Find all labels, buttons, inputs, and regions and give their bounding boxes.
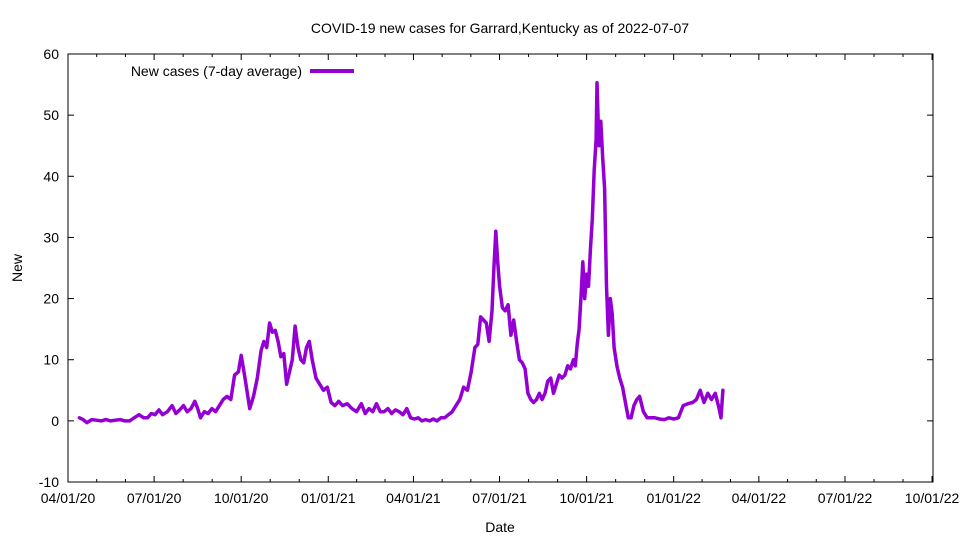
x-axis-tick-labels: 04/01/20 07/01/20 10/01/20 01/01/21 04/01/21…: [41, 490, 960, 506]
x-tick-label: 07/01/22: [818, 490, 873, 506]
legend: New cases (7-day average): [131, 63, 354, 79]
axis-ticks: [67, 53, 933, 483]
legend-label: New cases (7-day average): [131, 63, 302, 79]
x-tick-label: 10/01/21: [559, 490, 614, 506]
y-tick-label: 40: [43, 168, 59, 184]
series-line-new-cases: [77, 80, 725, 425]
x-tick-label: 04/01/22: [732, 490, 787, 506]
x-tick-label: 07/01/21: [472, 490, 527, 506]
chart-title: COVID-19 new cases for Garrard,Kentucky …: [311, 20, 689, 36]
x-tick-label: 07/01/20: [127, 490, 182, 506]
x-tick-label: 01/01/22: [646, 490, 701, 506]
y-tick-label: 10: [43, 352, 59, 368]
y-tick-label: 60: [43, 46, 59, 62]
x-tick-label: 04/01/21: [386, 490, 441, 506]
x-tick-label: 10/01/20: [214, 490, 269, 506]
x-axis-label: Date: [485, 519, 515, 535]
x-tick-label: 01/01/21: [301, 490, 356, 506]
y-tick-label: 20: [43, 291, 59, 307]
y-axis-label: New: [9, 253, 25, 282]
plot-area-border: [67, 53, 934, 483]
y-axis-tick-labels: -10 0 10 20 30 40 50 60: [39, 46, 59, 490]
y-tick-label: 0: [51, 413, 59, 429]
x-tick-label: 04/01/20: [41, 490, 96, 506]
y-tick-label: 30: [43, 229, 59, 245]
y-tick-label: 50: [43, 107, 59, 123]
y-tick-label: -10: [39, 474, 59, 490]
x-tick-label: 10/01/22: [905, 490, 960, 506]
